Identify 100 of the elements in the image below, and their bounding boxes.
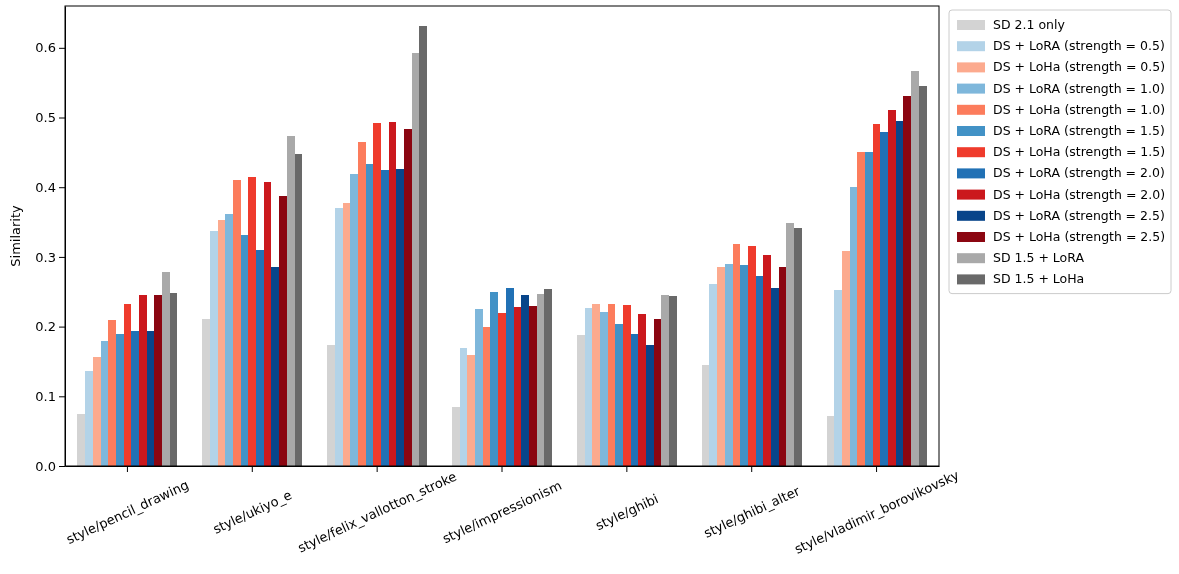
legend-label: DS + LoRA (strength = 2.0): [993, 165, 1165, 181]
bar: [452, 406, 460, 466]
bar: [342, 202, 351, 466]
legend-label: SD 1.5 + LoHa: [993, 271, 1085, 287]
bar: [653, 318, 662, 466]
bar: [233, 179, 241, 466]
y-tick-label: 0.2: [35, 319, 56, 335]
legend-label: SD 1.5 + LoRA: [993, 250, 1085, 266]
bar: [793, 227, 802, 466]
y-axis-title: Similarity: [8, 204, 23, 267]
bar: [599, 311, 608, 466]
y-tick-label: 0.0: [35, 458, 56, 474]
bar: [162, 272, 170, 466]
bar: [467, 355, 476, 466]
bar: [895, 121, 904, 466]
bar: [380, 169, 389, 466]
bar: [388, 121, 397, 466]
bar: [747, 245, 756, 466]
bar: [770, 287, 779, 466]
bar: [505, 288, 514, 466]
bar: [536, 293, 545, 466]
legend-label: DS + LoRA (strength = 1.0): [993, 80, 1165, 96]
y-tick-label: 0.4: [35, 179, 56, 195]
bar: [294, 154, 303, 466]
bar: [630, 333, 639, 466]
bar: [576, 334, 585, 466]
bar: [411, 52, 420, 466]
bar: [903, 95, 912, 466]
legend-label: DS + LoHa (strength = 1.0): [993, 101, 1166, 117]
legend-label: DS + LoHa (strength = 0.5): [993, 59, 1166, 75]
bar: [709, 284, 718, 466]
legend-label: SD 2.1 only: [993, 17, 1066, 32]
bar: [115, 334, 124, 466]
bar: [778, 266, 787, 466]
legend-label: DS + LoHa (strength = 2.5): [993, 229, 1166, 244]
bar: [217, 219, 226, 466]
bar: [786, 223, 794, 466]
bar: [528, 306, 537, 466]
y-tick-label: 0.5: [35, 110, 56, 126]
bar: [498, 312, 506, 466]
bar: [842, 250, 850, 466]
y-tick-label: 0.1: [35, 388, 56, 404]
bar: [271, 266, 280, 466]
bar: [740, 264, 748, 466]
bar: [732, 244, 741, 466]
legend-label: DS + LoHa (strength = 2.0): [993, 186, 1166, 202]
bar: [373, 123, 381, 466]
bar: [717, 267, 725, 466]
bar: [279, 196, 287, 466]
bar: [607, 303, 616, 466]
bar: [154, 294, 162, 466]
bar: [544, 288, 552, 466]
bar: [202, 318, 211, 466]
bar: [210, 231, 218, 466]
bar: [350, 173, 358, 466]
legend-label: DS + LoRA (strength = 2.5): [993, 207, 1165, 223]
bar: [661, 294, 670, 466]
bar: [521, 295, 529, 466]
y-tick-label: 0.6: [35, 40, 56, 56]
bar: [615, 323, 624, 466]
bar: [419, 26, 428, 466]
bar: [85, 371, 93, 466]
bar: [225, 213, 234, 466]
bar: [146, 331, 155, 466]
bar: [592, 304, 600, 466]
bar: [357, 141, 366, 466]
y-tick-label: 0.3: [35, 249, 56, 265]
bar: [623, 305, 631, 466]
bar: [888, 109, 896, 466]
bar: [918, 86, 927, 466]
bar: [880, 132, 889, 466]
bar: [911, 70, 919, 466]
bar: [865, 151, 873, 466]
bar: [475, 309, 483, 466]
bar: [857, 151, 866, 466]
bar: [263, 181, 272, 466]
bar: [404, 128, 412, 466]
legend-label: DS + LoHa (strength = 1.5): [993, 144, 1166, 160]
bar: [490, 292, 499, 466]
bar: [755, 275, 764, 466]
bar: [872, 124, 881, 466]
bar: [459, 348, 468, 466]
bar: [248, 176, 257, 466]
bar: [108, 319, 116, 466]
bar: [396, 169, 405, 466]
bar: [92, 356, 101, 466]
bar: [584, 307, 593, 466]
bar: [334, 208, 343, 466]
legend-label: DS + LoRA (strength = 1.5): [993, 123, 1165, 138]
bar: [138, 294, 147, 466]
bar: [513, 307, 522, 466]
bar: [763, 254, 771, 466]
bar: [834, 290, 842, 466]
bar: [638, 314, 647, 466]
bar: [669, 295, 677, 466]
bar: [646, 344, 654, 466]
bar: [327, 344, 335, 466]
bar: [365, 164, 374, 466]
bar: [849, 186, 858, 466]
bar: [724, 263, 733, 466]
